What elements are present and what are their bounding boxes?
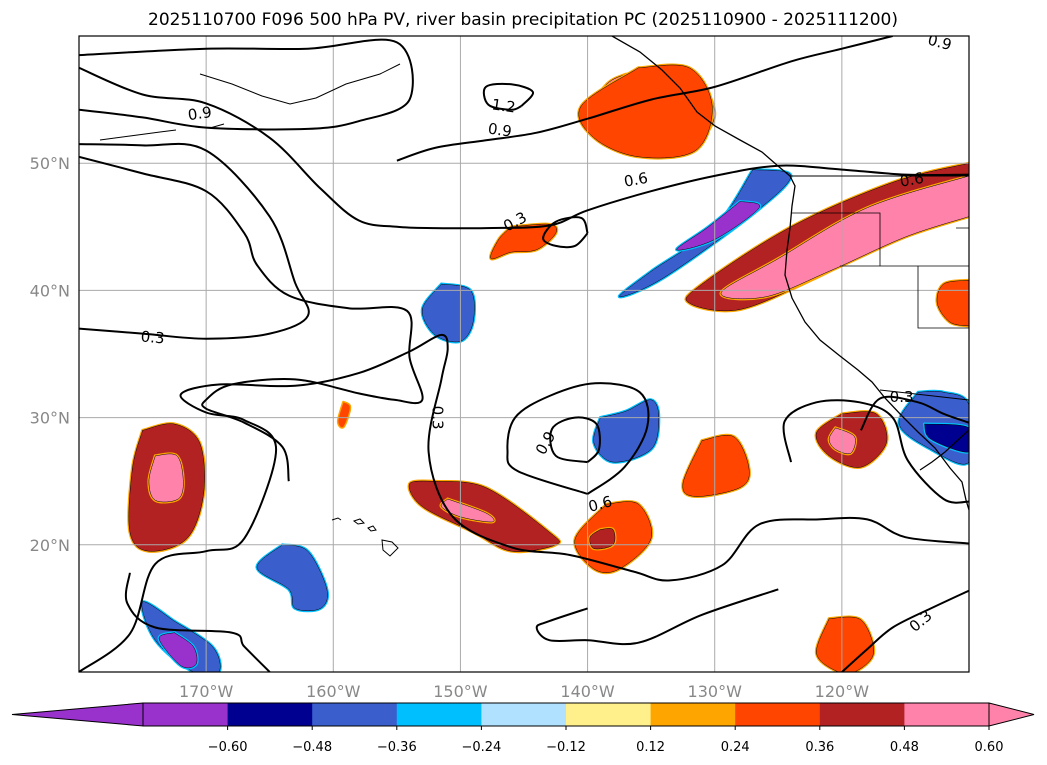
colorbar-tick-label: −0.48 xyxy=(292,740,332,755)
colorbar[interactable] xyxy=(11,702,1035,727)
lat-tick-label: 20°N xyxy=(30,536,70,555)
pv-contour-0-9 xyxy=(549,416,601,464)
contour-label: 0.3 xyxy=(890,388,914,406)
colorbar-tick-label: 0.24 xyxy=(721,740,750,755)
contour-label: 0.3 xyxy=(429,406,447,430)
colorbar-segment xyxy=(904,703,990,726)
pv-contour-0-3 xyxy=(79,333,969,672)
lon-tick-label: 170°W xyxy=(179,682,234,701)
state-borders xyxy=(792,212,969,329)
colorbar-tick-label: 0.60 xyxy=(975,740,1004,755)
pv-contour-0-3 xyxy=(841,589,969,672)
colorbar-tick-label: 0.48 xyxy=(890,740,919,755)
map-frame xyxy=(78,35,970,673)
colorbar-segment xyxy=(227,703,313,726)
contour-label: 0.9 xyxy=(487,120,513,141)
precip-region xyxy=(816,616,874,672)
pv-contour-0-9 xyxy=(79,38,414,131)
precipitation-pc-fill xyxy=(127,63,969,672)
colorbar-segment xyxy=(312,703,398,726)
map-area: 1.20.90.90.90.6 0.60.30.30.30.30.30.90.6 xyxy=(79,31,969,672)
contour-label: 0.6 xyxy=(623,169,650,191)
colorbar-tick-label: −0.60 xyxy=(208,740,248,755)
pv-contour-0-6 xyxy=(506,382,650,495)
lon-tick-label: 140°W xyxy=(560,682,615,701)
colorbar-segment xyxy=(396,703,482,726)
contour-label: 0.3 xyxy=(140,327,165,347)
precip-region xyxy=(924,423,969,453)
colorbar-segment xyxy=(143,703,229,726)
lat-tick-label: 40°N xyxy=(30,281,70,300)
precip-region xyxy=(256,544,328,612)
colorbar-segment xyxy=(481,703,567,726)
pv-contour-0-9 xyxy=(542,216,589,249)
pv-contour-0-3 xyxy=(124,572,271,672)
graticule xyxy=(79,36,969,672)
coastline-baja xyxy=(919,429,969,471)
precip-region xyxy=(338,402,350,428)
contour-label: 0.6 xyxy=(586,492,614,516)
contour-label: 0.9 xyxy=(187,103,213,124)
colorbar-segment xyxy=(819,703,905,726)
pv-contour-0-3 xyxy=(535,588,779,646)
colorbar-tick-label: 0.36 xyxy=(805,740,834,755)
pv-contour-0-6 xyxy=(79,66,969,230)
lon-tick-label: 130°W xyxy=(688,682,743,701)
precip-region xyxy=(440,498,495,523)
pv-contour-0-9 xyxy=(396,36,893,162)
precip-region xyxy=(936,279,969,327)
lon-tick-label: 150°W xyxy=(433,682,488,701)
pv-contour-0-6 xyxy=(782,399,969,504)
coastline-north-america xyxy=(611,36,969,511)
pv-contour-0-3 xyxy=(79,142,310,340)
contour-label: 0.6 xyxy=(898,169,925,191)
lon-tick-label: 120°W xyxy=(815,682,870,701)
contour-label: 1.2 xyxy=(491,95,517,116)
precip-region xyxy=(158,632,198,669)
hawaii-islands xyxy=(331,517,399,557)
colorbar-tick-label: 0.12 xyxy=(636,740,665,755)
colorbar-tick-label: −0.24 xyxy=(461,740,501,755)
pv-contours xyxy=(79,36,969,672)
lat-tick-label: 30°N xyxy=(30,409,70,428)
contour-label: 0.9 xyxy=(926,31,954,55)
pv-contour-1-2 xyxy=(482,82,534,111)
precip-region xyxy=(676,201,760,251)
colorbar-extend-max xyxy=(988,702,1035,727)
precip-region xyxy=(589,528,616,550)
colorbar-tick-label: −0.36 xyxy=(377,740,417,755)
colorbar-segment xyxy=(650,703,736,726)
precip-region xyxy=(682,434,750,497)
precip-region xyxy=(148,453,184,503)
colorbar-segment xyxy=(566,703,652,726)
country-border xyxy=(790,175,969,401)
lon-tick-label: 160°W xyxy=(306,682,361,701)
precip-region xyxy=(578,64,713,159)
colorbar-extend-min xyxy=(11,702,144,727)
precip-region xyxy=(593,399,660,463)
colorbar-tick-label: −0.12 xyxy=(546,740,586,755)
colorbar-tick-labels: −0.60 −0.48 −0.36 −0.24 −0.12 0.12 0.24 0.36 0.4… xyxy=(208,726,1004,755)
colorbar-segment xyxy=(735,703,821,726)
latitude-tick-labels: 50°N 40°N 30°N 20°N xyxy=(30,154,70,555)
pv-contour-0-6 xyxy=(79,155,424,482)
longitude-tick-labels: 170°W 160°W 150°W 140°W 130°W 120°W xyxy=(179,682,869,701)
lat-tick-label: 50°N xyxy=(30,154,70,173)
chart-title: 2025110700 F096 500 hPa PV, river basin … xyxy=(148,10,898,30)
precip-region xyxy=(720,175,969,300)
